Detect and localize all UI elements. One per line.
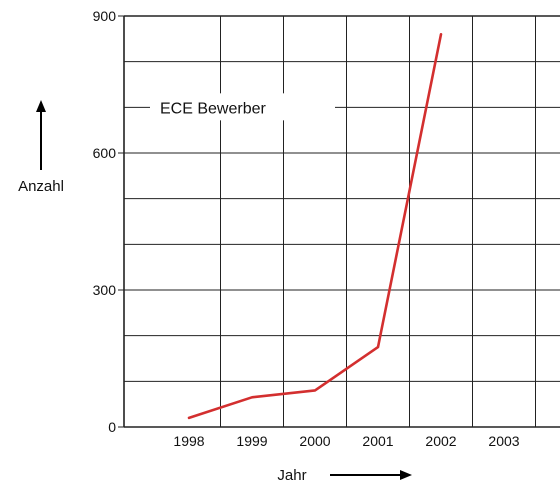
- x-tick-label: 1998: [173, 433, 204, 449]
- x-tick-label: 2001: [362, 433, 393, 449]
- x-axis-label: Jahr: [277, 467, 306, 484]
- y-axis-label: Anzahl: [18, 178, 64, 195]
- x-tick-labels: 1998 1999 2000 2001 2002 2003: [173, 433, 519, 449]
- y-tick-label: 600: [93, 145, 117, 161]
- series-layer: [187, 32, 443, 420]
- x-axis-title: Jahr: [277, 467, 412, 484]
- legend-background: [150, 93, 335, 121]
- y-tick-label: 0: [108, 419, 116, 435]
- legend-label: ECE Bewerber: [160, 100, 266, 117]
- x-tick-label: 2000: [299, 433, 330, 449]
- x-tick-label: 1999: [236, 433, 267, 449]
- legend: ECE Bewerber: [150, 93, 335, 121]
- y-tick-labels: 0 300 600 900: [93, 8, 117, 435]
- x-axis-arrowhead-icon: [400, 470, 412, 480]
- y-axis-title: Anzahl: [18, 100, 64, 195]
- y-axis-arrowhead-icon: [36, 100, 46, 112]
- series-line: [187, 32, 443, 420]
- x-tick-label: 2003: [488, 433, 519, 449]
- y-tick-label: 300: [93, 282, 117, 298]
- x-tick-label: 2002: [425, 433, 456, 449]
- y-tick-label: 900: [93, 8, 117, 24]
- grid: [118, 15, 560, 428]
